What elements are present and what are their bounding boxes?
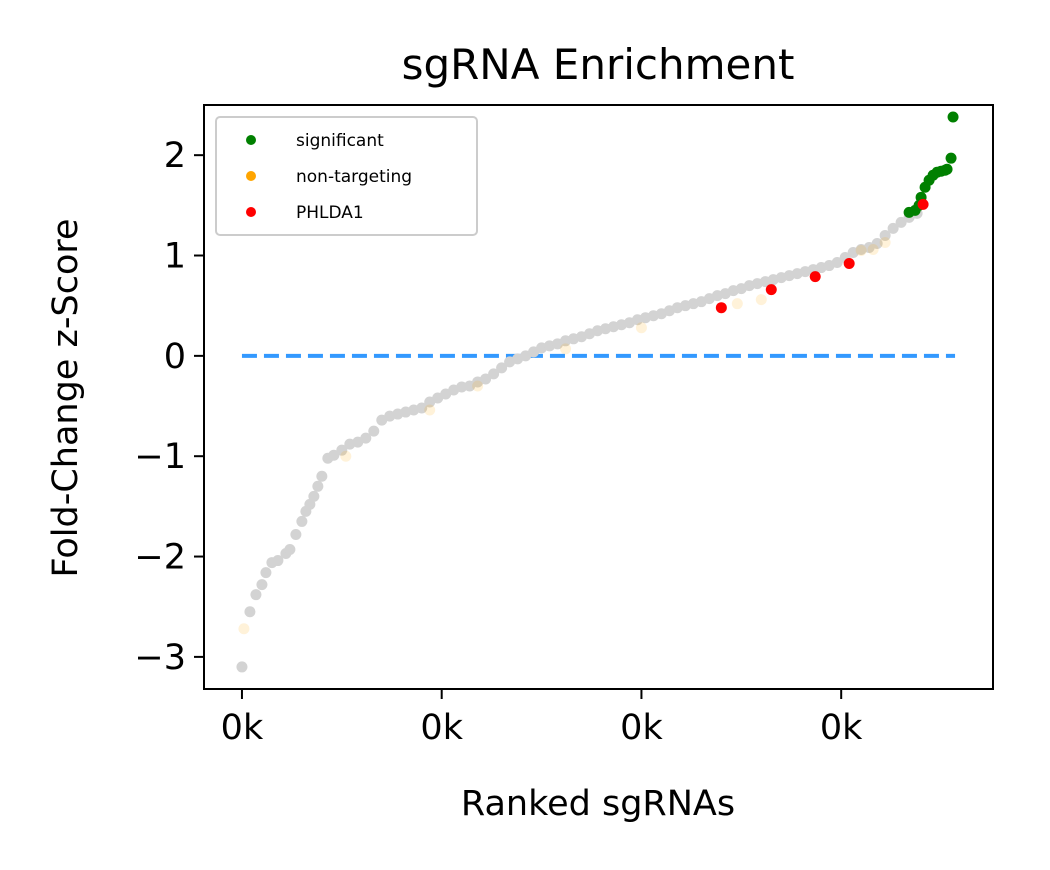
- background-point: [368, 425, 380, 437]
- legend-marker-non-targeting: [246, 171, 256, 181]
- y-tick-label: −3: [134, 638, 186, 678]
- non-targeting-point: [560, 343, 572, 355]
- phlda1-point: [715, 302, 727, 314]
- significant-point: [945, 152, 957, 164]
- background-point: [256, 579, 268, 591]
- legend-label-significant: significant: [296, 131, 384, 151]
- background-point: [496, 362, 508, 374]
- non-targeting-point: [238, 623, 250, 635]
- non-targeting-point: [755, 294, 767, 306]
- legend-marker-phlda1: [246, 207, 256, 217]
- background-point: [488, 368, 500, 380]
- plot-frame: [203, 104, 994, 690]
- y-tick-label: 1: [164, 237, 186, 277]
- x-tick-label: 0k: [620, 708, 663, 748]
- phlda1-point: [843, 258, 855, 270]
- x-tick-label: 0k: [420, 708, 463, 748]
- background-point: [328, 449, 340, 461]
- x-tick-label: 0k: [820, 708, 863, 748]
- background-point: [456, 381, 468, 393]
- background-point: [887, 222, 899, 234]
- background-point: [879, 229, 891, 241]
- non-targeting-point: [879, 236, 891, 248]
- non-targeting-point: [731, 298, 743, 310]
- phlda1-point: [809, 271, 821, 283]
- non-targeting-point: [635, 322, 647, 334]
- y-axis: −3 −2 −1 0 1 2: [134, 136, 204, 678]
- plot-area: [236, 111, 959, 673]
- background-point: [290, 528, 302, 540]
- legend: significant non-targeting PHLDA1: [215, 116, 478, 236]
- background-point: [360, 432, 372, 444]
- significant-point: [947, 111, 959, 123]
- background-point: [236, 661, 248, 673]
- significant-point: [941, 163, 953, 175]
- background-point: [308, 490, 320, 502]
- background-point: [316, 470, 328, 482]
- background-point: [284, 544, 296, 556]
- legend-label-non-targeting: non-targeting: [296, 167, 412, 187]
- legend-box: [215, 116, 478, 236]
- non-targeting-point: [472, 380, 484, 392]
- y-tick-label: 2: [164, 136, 186, 176]
- background-point: [831, 257, 843, 269]
- y-tick-label: −1: [134, 437, 186, 477]
- x-axis: 0k 0k 0k 0k: [221, 689, 863, 748]
- non-targeting-point: [867, 243, 879, 255]
- background-point: [895, 216, 907, 228]
- background-point: [250, 589, 262, 601]
- x-axis-label: Ranked sgRNAs: [461, 784, 735, 824]
- y-axis-label: Fold-Change z-Score: [46, 218, 86, 577]
- background-point: [480, 373, 492, 385]
- non-targeting-point: [340, 450, 352, 462]
- background-point: [871, 237, 883, 249]
- background-point: [272, 555, 284, 567]
- legend-marker-significant: [246, 135, 256, 145]
- y-tick-label: −2: [134, 538, 186, 578]
- phlda1-point: [765, 284, 777, 296]
- legend-label-phlda1: PHLDA1: [296, 203, 364, 223]
- y-tick-label: 0: [164, 337, 186, 377]
- non-targeting-point: [424, 404, 436, 416]
- background-point: [336, 444, 348, 456]
- background-point: [260, 567, 272, 579]
- background-point: [296, 515, 308, 527]
- background-point: [416, 402, 428, 414]
- background-point: [312, 480, 324, 492]
- x-tick-label: 0k: [221, 708, 264, 748]
- phlda1-point: [917, 198, 929, 210]
- background-point: [244, 606, 256, 618]
- chart-title: sgRNA Enrichment: [402, 40, 795, 89]
- non-targeting-point: [855, 244, 867, 256]
